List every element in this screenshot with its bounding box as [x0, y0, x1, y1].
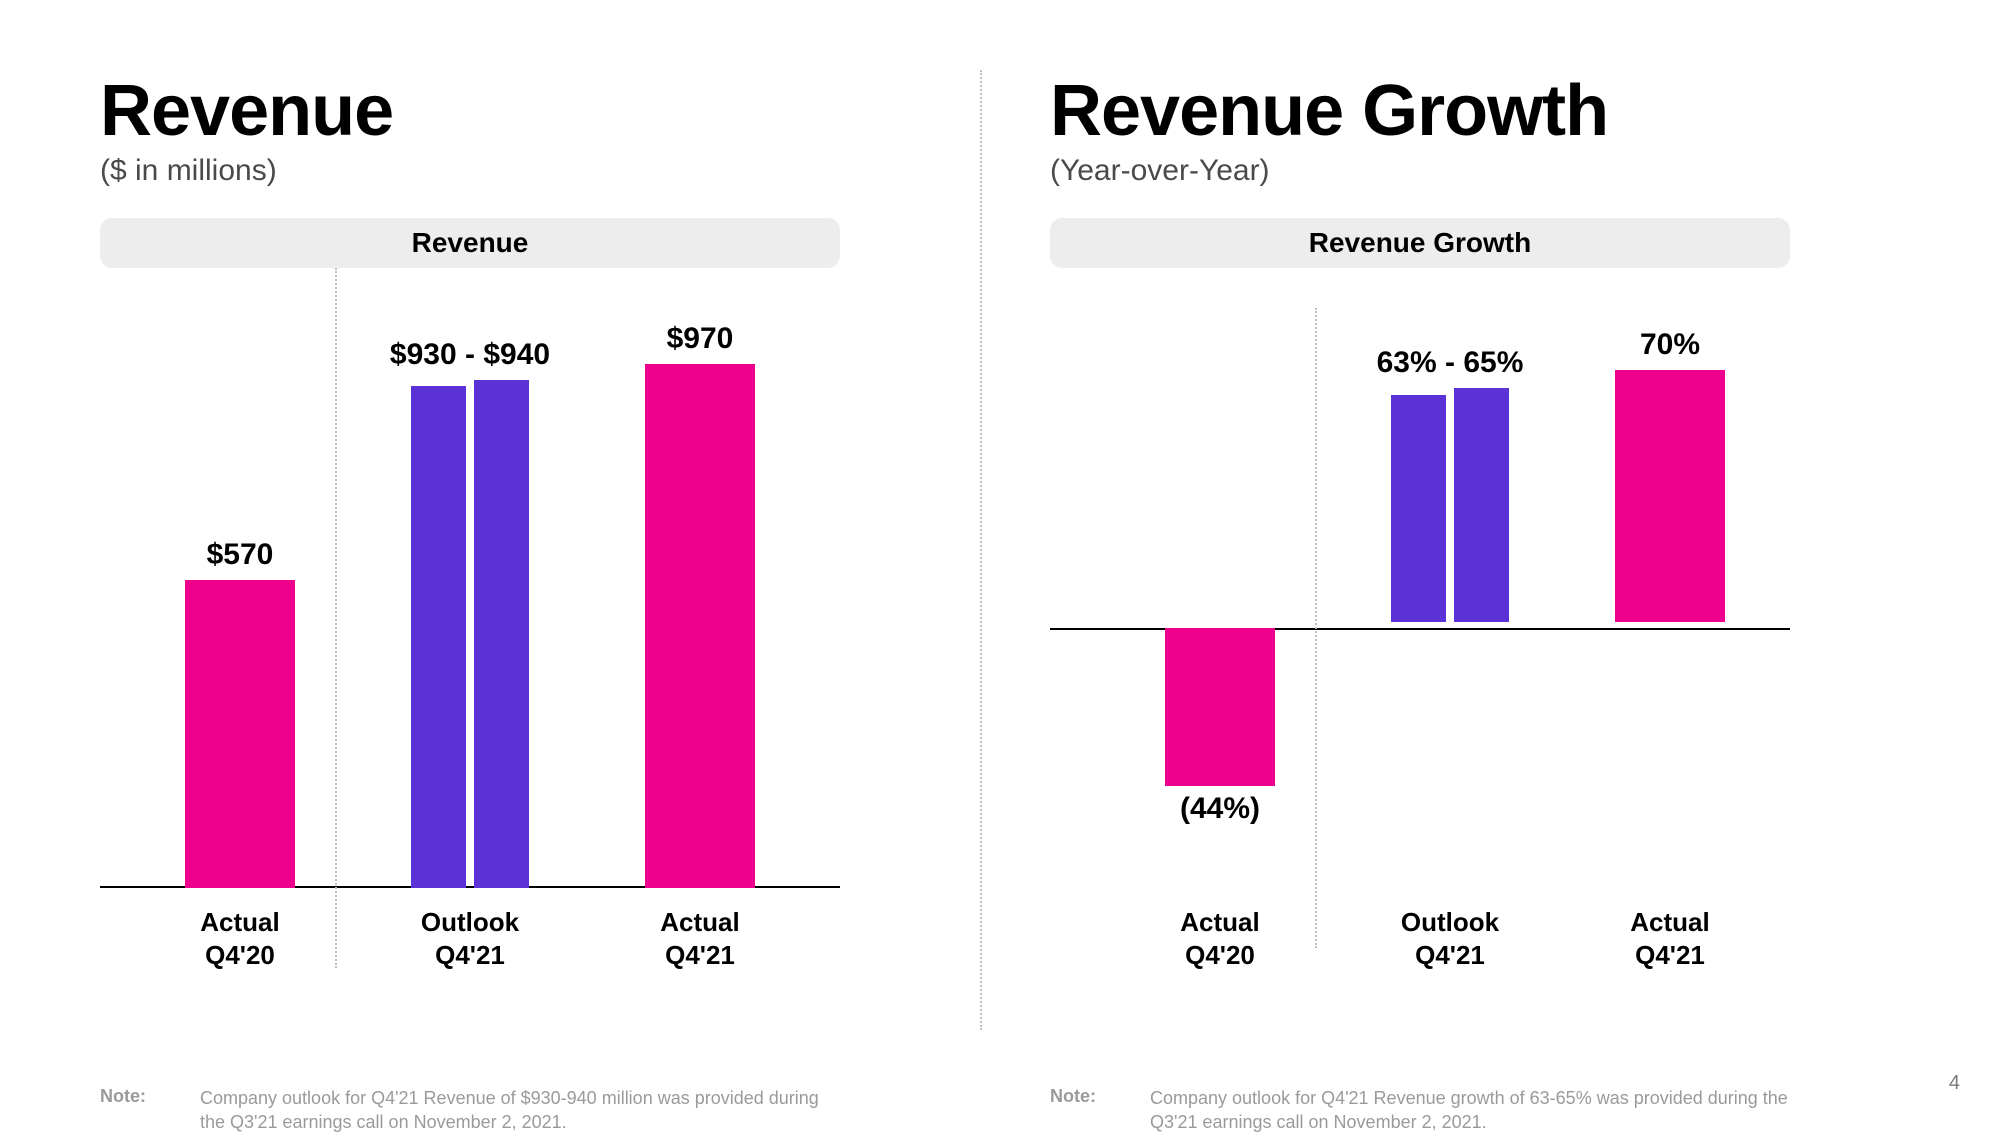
bar-value-label: (44%): [1180, 792, 1260, 826]
growth-chart: (44%) 63% - 65% 70%: [1050, 288, 1790, 888]
revenue-title: Revenue: [100, 70, 1000, 152]
revenue-growth-panel: Revenue Growth (Year-over-Year) Revenue …: [1050, 70, 1950, 1135]
bar: [474, 380, 529, 888]
note-label: Note:: [1050, 1086, 1110, 1135]
page-number: 4: [1949, 1072, 1960, 1095]
barset: [1165, 628, 1275, 786]
barset: [1615, 370, 1725, 622]
growth-note: Note: Company outlook for Q4'21 Revenue …: [1050, 1086, 1790, 1135]
barset: [411, 380, 529, 888]
x-axis-label: OutlookQ4'21: [1340, 906, 1560, 971]
bar-value-label: $570: [207, 538, 274, 572]
bar-value-label: $930 - $940: [390, 338, 550, 372]
x-axis-label: ActualQ4'21: [1560, 906, 1780, 971]
x-axis-label: ActualQ4'20: [1110, 906, 1330, 971]
bar: [1165, 628, 1275, 786]
growth-bar-group: 63% - 65%: [1340, 346, 1560, 622]
revenue-note: Note: Company outlook for Q4'21 Revenue …: [100, 1086, 840, 1135]
revenue-bar-group: $970: [590, 322, 810, 888]
revenue-x-labels: ActualQ4'20OutlookQ4'21ActualQ4'21: [100, 906, 840, 976]
barset: [185, 580, 295, 888]
x-axis-label: ActualQ4'21: [590, 906, 810, 971]
barset: [1391, 388, 1509, 622]
growth-pill: Revenue Growth: [1050, 218, 1790, 268]
bar: [411, 386, 466, 888]
bar-value-label: 63% - 65%: [1377, 346, 1524, 380]
revenue-bar-group: $570: [130, 538, 350, 888]
bar-value-label: $970: [667, 322, 734, 356]
revenue-subtitle: ($ in millions): [100, 154, 1000, 188]
growth-subtitle: (Year-over-Year): [1050, 154, 1950, 188]
revenue-chart: $570 $930 - $940 $970: [100, 288, 840, 888]
revenue-panel: Revenue ($ in millions) Revenue $570 $930…: [100, 70, 1000, 1135]
note-text: Company outlook for Q4'21 Revenue of $93…: [200, 1086, 840, 1135]
bar: [185, 580, 295, 888]
x-axis-label: OutlookQ4'21: [360, 906, 580, 971]
revenue-bar-group: $930 - $940: [360, 338, 580, 888]
growth-title: Revenue Growth: [1050, 70, 1950, 152]
barset: [645, 364, 755, 888]
slide: Revenue ($ in millions) Revenue $570 $930…: [0, 0, 2000, 1125]
note-text: Company outlook for Q4'21 Revenue growth…: [1150, 1086, 1790, 1135]
bar-value-label: 70%: [1640, 328, 1700, 362]
bar: [1391, 395, 1446, 622]
growth-x-labels: ActualQ4'20OutlookQ4'21ActualQ4'21: [1050, 906, 1790, 976]
bar: [645, 364, 755, 888]
x-axis-label: ActualQ4'20: [130, 906, 350, 971]
revenue-pill: Revenue: [100, 218, 840, 268]
growth-bar-group: 70%: [1560, 328, 1780, 622]
bar: [1615, 370, 1725, 622]
growth-bar-group: (44%): [1110, 628, 1330, 826]
bar: [1454, 388, 1509, 622]
note-label: Note:: [100, 1086, 160, 1135]
